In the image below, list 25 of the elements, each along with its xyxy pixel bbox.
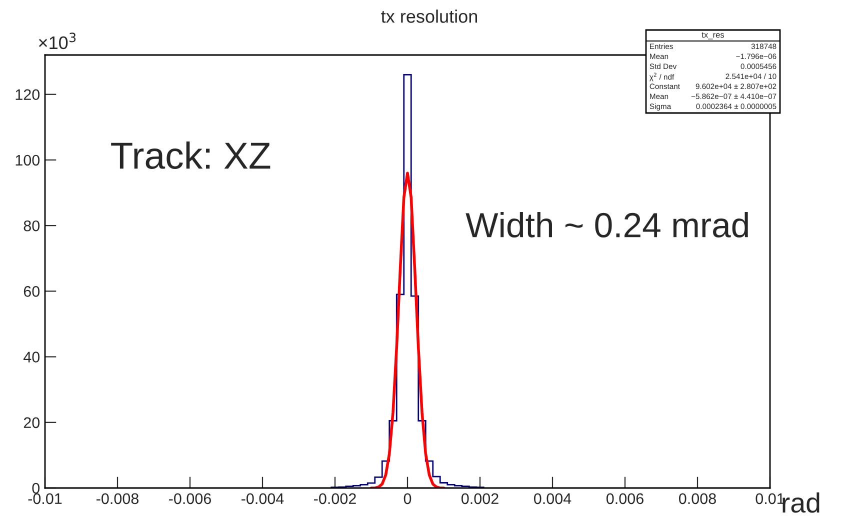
x-tick-label: -0.006 — [169, 493, 211, 504]
y-axis-title: ×10$^{3}$ — [39, 32, 76, 50]
text: tx_res — [702, 32, 724, 40]
y-tick-label: 20 — [24, 417, 40, 428]
y-tick-label: 120 — [16, 89, 40, 100]
y-tick-label: 80 — [24, 220, 40, 232]
x-tick-label: 0 — [404, 493, 412, 504]
chart-title: tx resolution — [381, 10, 478, 23]
x-tick-label: -0.008 — [96, 493, 138, 504]
x-tick-label: 0.01 — [756, 493, 784, 504]
x-tick-label: 0.008 — [678, 493, 716, 504]
line-series — [370, 172, 446, 488]
y-tick-label: 40 — [24, 352, 40, 362]
x-tick-label: -0.002 — [314, 493, 356, 504]
y-tick-label: 60 — [24, 286, 40, 297]
x-tick-label: 0.004 — [534, 493, 572, 504]
y-tick-label: 0 — [32, 482, 40, 494]
annotation: Width ~ 0.24 mrad — [466, 212, 748, 238]
x-tick-label: 0.002 — [461, 493, 498, 504]
annotation: Track: XZ — [111, 141, 270, 169]
x-tick-label: 0.006 — [606, 493, 644, 504]
x-tick-label: -0.004 — [242, 493, 284, 504]
x-tick-label: -0.01 — [28, 493, 62, 504]
y-tick-label: 100 — [16, 154, 40, 166]
x-axis-title: rad — [782, 492, 820, 513]
